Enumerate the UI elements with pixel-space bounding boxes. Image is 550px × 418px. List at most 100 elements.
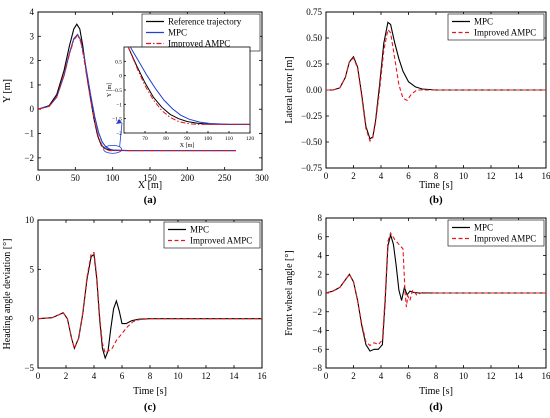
legend-entry: MPC (168, 28, 187, 38)
y-tick-label: 0 (318, 288, 323, 298)
x-tick-label: 0 (324, 171, 329, 181)
y-tick-label: 4 (318, 251, 323, 261)
y-tick-label: −6 (312, 344, 322, 354)
inset-series-line (127, 47, 250, 125)
legend-entry: Improved AMPC (168, 39, 230, 49)
zoom-region-marker (103, 144, 123, 154)
x-axis-label: Time [s] (419, 386, 453, 397)
y-tick-label: 10 (25, 215, 35, 225)
inset-y-tick-label: −1 (116, 102, 122, 108)
x-tick-label: 300 (255, 173, 269, 183)
y-tick-label: 5 (30, 264, 35, 274)
x-tick-label: 150 (143, 173, 157, 183)
legend-entry: Improved AMPC (474, 28, 536, 38)
inset-frame (123, 46, 251, 134)
inset-series-line (129, 47, 250, 125)
inset-x-tick-label: 90 (184, 136, 190, 142)
y-axis-label: Lateral error [m] (284, 56, 295, 123)
y-tick-label: 6 (318, 232, 323, 242)
series-group (38, 23, 236, 152)
legend-box (447, 13, 545, 41)
x-tick-label: 8 (148, 371, 153, 381)
inset-x-tick-label: 120 (246, 136, 255, 142)
x-tick-label: 16 (542, 171, 550, 181)
x-tick-label: 4 (92, 371, 97, 381)
inset-x-tick-label: 110 (225, 136, 233, 142)
x-tick-label: 50 (71, 173, 81, 183)
legend-box (163, 221, 261, 249)
zoom-arrow-head (116, 119, 122, 124)
inset-y-tick-label: −2 (116, 131, 122, 137)
y-tick-label: −1 (24, 129, 34, 139)
x-tick-label: 100 (106, 173, 120, 183)
x-tick-label: 14 (230, 371, 240, 381)
y-tick-label: −8 (312, 363, 322, 373)
y-tick-label: 0.50 (306, 33, 322, 43)
x-axis-label: Time [s] (419, 180, 453, 191)
y-axis-label: Heading angle deviation [°] (2, 239, 13, 350)
legend-entry: MPC (474, 223, 493, 233)
y-tick-label: 1 (30, 80, 35, 90)
x-tick-label: 6 (406, 371, 411, 381)
series-group (326, 231, 546, 352)
x-tick-label: 250 (218, 173, 232, 183)
chart-panel-d: 0 2 4 6 8 10 12 14 16 −8 −6 −4 −2 0 2 4 6 8 Time [s] Front … (284, 213, 550, 413)
x-tick-label: 6 (120, 371, 125, 381)
inset-x-axis-label: X [m] (180, 143, 195, 149)
inset-series-line (127, 47, 250, 125)
series-line-improved-ampc (326, 231, 546, 347)
x-tick-label: 16 (258, 371, 268, 381)
y-tick-label: −5 (24, 363, 34, 373)
inset-x-tick-label: 70 (142, 136, 148, 142)
panel-label: (c) (144, 401, 157, 413)
x-tick-label: 0 (36, 173, 41, 183)
x-tick-label: 4 (379, 171, 384, 181)
x-tick-label: 2 (351, 171, 356, 181)
x-tick-label: 12 (487, 371, 496, 381)
inset-y-tick-label: −1.5 (112, 117, 122, 123)
inset-y-tick-label: 0.5 (115, 59, 122, 65)
y-tick-label: −4 (312, 326, 322, 336)
x-tick-label: 16 (542, 371, 550, 381)
x-tick-label: 14 (514, 171, 524, 181)
panel-label: (a) (144, 194, 157, 206)
y-axis-label: Front wheel angle [°] (284, 250, 295, 335)
x-tick-label: 10 (459, 171, 469, 181)
panel-label: (b) (429, 194, 443, 206)
x-tick-label: 200 (181, 173, 195, 183)
legend-box (447, 219, 545, 247)
y-tick-label: 8 (318, 213, 323, 223)
y-tick-label: 0.75 (306, 7, 322, 17)
chart-panel-b: 0 2 4 6 8 10 12 14 16 −0.75 −0.50 −0.25 0.00 0.25 0.50… (284, 7, 550, 206)
x-axis-label: X [m] (138, 180, 162, 191)
y-tick-label: 0.00 (306, 85, 322, 95)
inset-chart: 70 80 90 100 110 120 −2 −1.5 −1 −0.5 0 0.5 X [m] Y [m… (103, 46, 255, 154)
x-tick-label: 4 (379, 371, 384, 381)
x-tick-label: 14 (514, 371, 524, 381)
zoom-arrow (119, 122, 123, 147)
series-line-improved-ampc (38, 34, 236, 152)
x-tick-label: 2 (64, 371, 69, 381)
y-tick-label: 2 (30, 56, 35, 66)
inset-series-group (127, 47, 250, 125)
legend-entry: MPC (474, 17, 493, 27)
legend-entry: Improved AMPC (190, 236, 252, 246)
series-line-mpc (38, 253, 262, 360)
x-tick-label: 6 (406, 171, 411, 181)
x-tick-label: 2 (351, 371, 356, 381)
x-tick-label: 12 (202, 371, 211, 381)
x-tick-label: 12 (487, 171, 496, 181)
legend-entry: Improved AMPC (474, 234, 536, 244)
x-tick-label: 0 (324, 371, 329, 381)
inset-y-tick-label: −0.5 (112, 88, 122, 94)
y-tick-label: 0 (30, 314, 35, 324)
x-tick-label: 0 (36, 371, 41, 381)
y-tick-label: −0.50 (301, 137, 322, 147)
series-group (326, 21, 546, 143)
y-tick-label: −0.25 (301, 111, 322, 121)
